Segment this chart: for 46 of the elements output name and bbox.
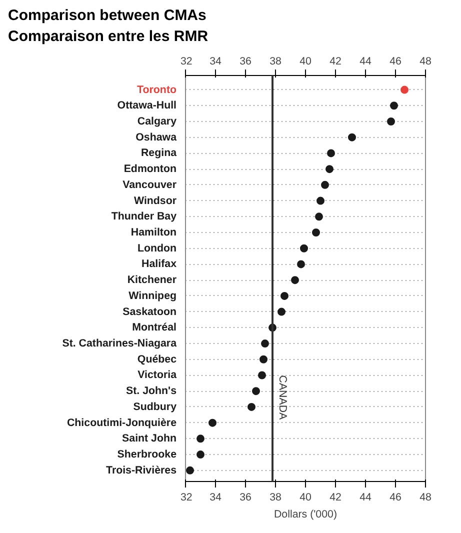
y-tick-label: Edmonton — [124, 162, 177, 175]
y-tick-label: Hamilton — [130, 226, 177, 238]
y-tick-label: Saint John — [122, 432, 176, 445]
chart-title: Comparison between CMAs Comparaison entre les RMR — [8, 6, 208, 48]
ref-line-label: CANADA — [276, 375, 288, 420]
x-tick-label: 38 — [270, 491, 282, 504]
y-tick-label: Regina — [140, 147, 177, 160]
y-tick-label: Winnipeg — [128, 290, 177, 302]
x-tick-label: 48 — [420, 491, 432, 504]
x2-tick-label: 34 — [210, 55, 222, 68]
y-tick-label: St. Catharines-Niagara — [62, 337, 177, 350]
x-tick-label: 32 — [180, 491, 192, 504]
x-tick-label: 42 — [330, 491, 342, 504]
y-tick-label: Oshawa — [136, 131, 177, 144]
x2-tick-label: 32 — [180, 55, 192, 68]
y-tick-label: Chicoutimi-Jonquière — [66, 416, 177, 429]
x2-tick-label: 44 — [360, 55, 372, 68]
y-tick-label: Halifax — [142, 258, 177, 270]
y-tick-label: Vancouver — [122, 178, 177, 191]
y-tick-label: Victoria — [138, 369, 177, 382]
y-tick-label: St. John's — [126, 384, 177, 397]
y-tick-label: Thunder Bay — [111, 210, 177, 222]
x-tick-label: 46 — [390, 491, 402, 504]
x2-tick-label: 36 — [240, 55, 252, 68]
x2-tick-label: 38 — [270, 55, 282, 68]
x-tick-label: 40 — [300, 491, 312, 504]
x-tick-label: 44 — [360, 491, 372, 504]
y-tick-label: Sudbury — [133, 400, 177, 413]
x2-tick-label: 46 — [390, 55, 402, 68]
y-tick-label: Ottawa-Hull — [117, 99, 177, 112]
x2-tick-label: 42 — [330, 55, 342, 68]
y-tick-label: Québec — [137, 353, 177, 366]
y-tick-label: Trois-Rivières — [106, 464, 177, 476]
y-tick-label: Windsor — [134, 194, 177, 207]
x-axis-title: Dollars ('000) — [274, 508, 338, 520]
y-tick-label: Montréal — [132, 322, 177, 334]
y-tick-label: Calgary — [137, 115, 177, 128]
x-tick-label: 36 — [240, 491, 252, 504]
x2-tick-label: 48 — [420, 55, 432, 68]
y-tick-label: Saskatoon — [122, 306, 176, 318]
y-tick-label: Kitchener — [127, 274, 177, 286]
x-tick-label: 34 — [210, 491, 222, 504]
y-tick-label: Toronto — [137, 84, 177, 96]
y-tick-label: London — [137, 242, 177, 254]
x2-tick-label: 40 — [300, 55, 312, 68]
y-tick-label: Sherbrooke — [117, 448, 177, 460]
